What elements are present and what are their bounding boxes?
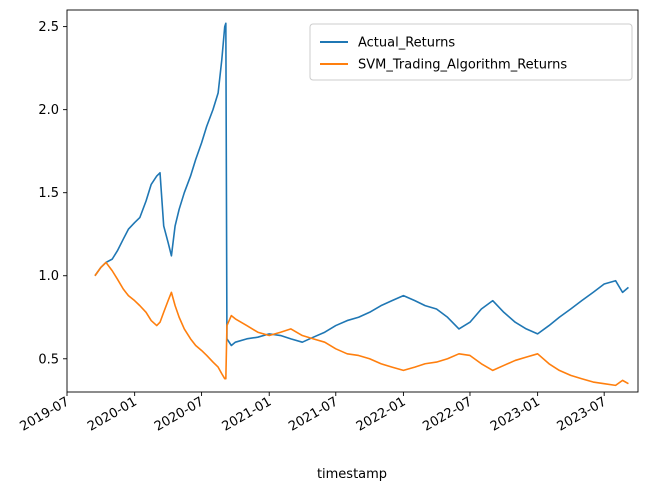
legend-box [309,23,633,81]
series-line-actual-returns [94,22,629,347]
legend-label: Actual_Returns [358,36,455,51]
y-tick-label: 2.5 [38,20,59,35]
axes-frame [66,9,639,393]
plot-area [94,22,629,387]
y-axis: 0.5 1.0 1.5 2.0 2.5 [38,20,67,367]
legend-label: SVM_Trading_Algorithm_Returns [358,58,567,73]
legend: Actual_Returns SVM_Trading_Algorithm_Retu… [309,23,633,81]
y-tick-label: 1.5 [38,186,59,201]
series-line-svm-trading-algorithm-returns [94,261,629,387]
y-tick-label: 0.5 [38,352,59,367]
y-tick-label: 2.0 [38,103,59,118]
x-axis-label: timestamp [317,467,387,482]
y-tick-label: 1.0 [38,269,59,284]
